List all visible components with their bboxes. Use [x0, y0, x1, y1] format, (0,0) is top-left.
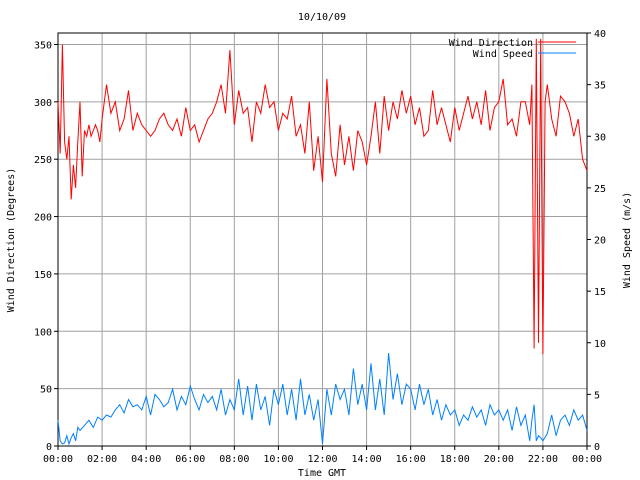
right-tick-label: 5: [594, 390, 600, 401]
right-tick-label: 10: [594, 339, 606, 350]
x-tick-label: 04:00: [131, 454, 161, 465]
x-tick-label: 16:00: [396, 454, 426, 465]
x-tick-label: 18:00: [440, 454, 470, 465]
grid: [58, 33, 587, 446]
x-tick-label: 02:00: [87, 454, 117, 465]
series-line-wind-speed: [57, 353, 588, 446]
x-axis-label: Time GMT: [298, 468, 346, 479]
x-axis-ticks: 00:00 02:00 04:00 06:00 08:00 10:00 12:00 14:00…: [43, 446, 602, 465]
left-axis-ticks: 0 50 100 150 200 250 300 350: [34, 40, 58, 453]
chart-title: 10/10/09: [298, 12, 346, 23]
left-tick-label: 0: [46, 442, 52, 453]
x-tick-label: 20:00: [484, 454, 514, 465]
x-tick-label: 12:00: [307, 454, 337, 465]
right-tick-label: 0: [594, 442, 600, 453]
right-tick-label: 35: [594, 81, 606, 92]
right-tick-label: 20: [594, 236, 606, 247]
left-tick-label: 200: [34, 213, 52, 224]
legend: Wind Direction Wind Speed: [449, 38, 576, 60]
x-tick-label: 06:00: [175, 454, 205, 465]
right-axis-label: Wind Speed (m/s): [622, 192, 633, 288]
right-tick-label: 15: [594, 287, 606, 298]
left-tick-label: 250: [34, 155, 52, 166]
x-tick-label: 00:00: [572, 454, 602, 465]
legend-label-wind-speed: Wind Speed: [473, 49, 533, 60]
left-tick-label: 300: [34, 98, 52, 109]
legend-label-wind-direction: Wind Direction: [449, 38, 533, 49]
x-tick-label: 00:00: [43, 454, 73, 465]
right-tick-label: 30: [594, 132, 606, 143]
x-tick-label: 10:00: [263, 454, 293, 465]
right-tick-label: 40: [594, 29, 606, 40]
series-line-wind-direction: [57, 38, 588, 355]
x-tick-label: 14:00: [352, 454, 382, 465]
x-tick-label: 22:00: [528, 454, 558, 465]
left-tick-label: 350: [34, 40, 52, 51]
series-layer: [57, 38, 588, 446]
left-axis-label: Wind Direction (Degrees): [6, 168, 17, 313]
x-tick-label: 08:00: [219, 454, 249, 465]
left-tick-label: 50: [40, 385, 52, 396]
right-tick-label: 25: [594, 184, 606, 195]
left-tick-label: 100: [34, 327, 52, 338]
left-tick-label: 150: [34, 270, 52, 281]
right-axis-ticks: 0 5 10 15 20 25 30 35 40: [587, 29, 606, 453]
